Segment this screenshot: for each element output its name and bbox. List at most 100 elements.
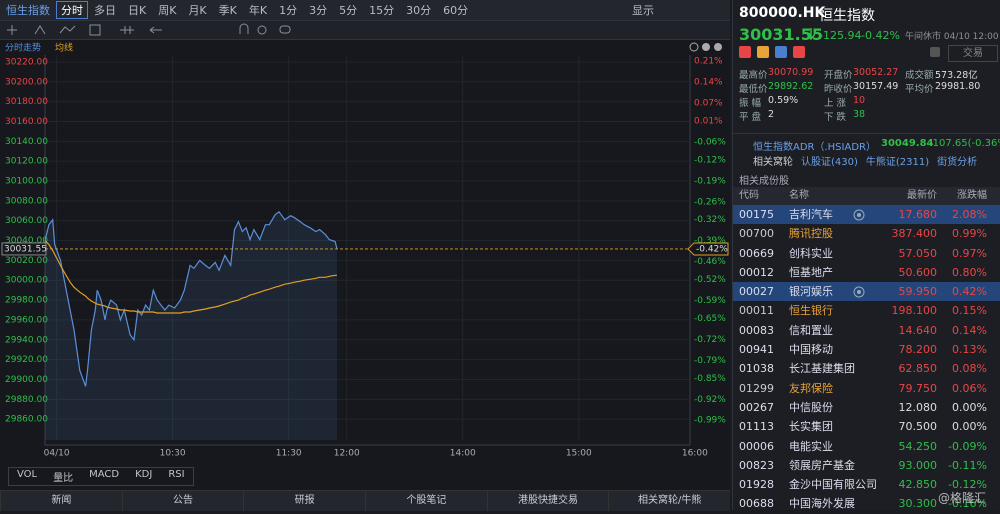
table-row[interactable]: 00823 领展房产基金 93.000 -0.11%: [733, 456, 1000, 475]
table-row[interactable]: 01113 长实集团 70.500 0.00%: [733, 417, 1000, 436]
y-tick-label: 29900.00: [5, 375, 48, 385]
change: 0.00%: [952, 400, 987, 414]
y2-tick-label: -0.52%: [694, 275, 726, 285]
x-tick-label: 10:30: [160, 449, 186, 459]
table-row[interactable]: 01928 金沙中国有限公司 42.850 -0.12%: [733, 475, 1000, 494]
bottom-tab[interactable]: 相关窝轮/牛熊: [608, 491, 730, 511]
change: 0.13%: [952, 343, 987, 357]
header-cell[interactable]: 代码: [739, 190, 759, 201]
stat-label: 成交额: [905, 70, 934, 81]
stat-label: 振 幅: [739, 98, 762, 109]
header-cell[interactable]: 名称: [789, 190, 809, 201]
tool-icons[interactable]: [0, 21, 400, 39]
table-row[interactable]: 01299 友邦保险 79.750 0.06%: [733, 379, 1000, 398]
header-cell[interactable]: 最新价: [907, 190, 937, 201]
warrant-link[interactable]: 牛熊证(2311): [865, 157, 930, 168]
name: 腾讯控股: [789, 227, 833, 241]
x-tick-label: 14:00: [450, 449, 476, 459]
bottom-tab[interactable]: 港股快捷交易: [486, 491, 609, 511]
stat-label: 昨收价: [824, 84, 853, 95]
period-tab[interactable]: 月K: [188, 4, 207, 17]
period-tab[interactable]: 分时: [56, 1, 88, 19]
table-row[interactable]: 00175 吉利汽车 17.680 2.08%: [733, 205, 1000, 225]
chart-controls[interactable]: [689, 42, 722, 52]
indicator-tab[interactable]: RSI: [168, 469, 185, 480]
watch-icon[interactable]: [853, 286, 865, 298]
stat-label: 平 盘: [739, 112, 762, 123]
y-tick-label: 30180.00: [5, 97, 48, 107]
price: 70.500: [898, 420, 938, 434]
bottom-tab[interactable]: 研报: [243, 491, 365, 511]
pct-box: [687, 242, 729, 256]
y2-tick-label: -0.85%: [694, 374, 726, 384]
watch-icon[interactable]: [853, 209, 865, 221]
period-tab[interactable]: 年K: [248, 4, 268, 17]
bottom-tab[interactable]: 个股笔记: [365, 491, 487, 511]
indicator-tab[interactable]: VOL: [17, 469, 38, 480]
table-row[interactable]: 00267 中信股份 12.080 0.00%: [733, 398, 1000, 417]
name: 信和置业: [789, 323, 833, 337]
name: 吉利汽车: [789, 208, 833, 221]
table-row[interactable]: 00669 创科实业 57.050 0.97%: [733, 244, 1000, 263]
trade-button[interactable]: 交易: [948, 45, 998, 62]
period-tab[interactable]: 周K: [158, 4, 177, 17]
period-tab[interactable]: 日K: [128, 4, 147, 17]
indicator-tab[interactable]: 量比: [53, 473, 74, 484]
indicator-tab[interactable]: KDJ: [135, 469, 153, 480]
code: 00027: [739, 285, 774, 299]
indicator-tab[interactable]: MACD: [89, 469, 120, 480]
change: 0.15%: [952, 304, 987, 318]
period-tab[interactable]: 3分: [309, 4, 328, 17]
chart-label: 分时走势: [5, 42, 41, 54]
period-tab[interactable]: 15分: [369, 4, 395, 17]
code: 00267: [739, 400, 774, 414]
period-tab[interactable]: 季K: [218, 4, 237, 17]
period-tab[interactable]: 恒生指数: [6, 4, 50, 17]
price: 62.850: [898, 362, 938, 376]
header-cell[interactable]: 涨跌幅: [957, 190, 987, 201]
stat-value: 29892.62: [768, 81, 814, 92]
y2-tick-label: -0.12%: [694, 155, 726, 165]
period-tab[interactable]: 1分: [279, 4, 298, 17]
table-row[interactable]: 00941 中国移动 78.200 0.13%: [733, 340, 1000, 359]
warrant-link[interactable]: 街货分析: [937, 157, 978, 168]
period-tab[interactable]: 60分: [443, 4, 469, 17]
bottom-tab[interactable]: 新闻: [0, 491, 122, 511]
name: 银河娱乐: [789, 285, 833, 299]
change: 0.00%: [952, 420, 987, 434]
stat-value: 30157.49: [853, 81, 899, 92]
table-row[interactable]: 00006 电能实业 54.250 -0.09%: [733, 437, 1000, 456]
display-menu[interactable]: 显示: [632, 4, 654, 17]
y-tick-label: 29980.00: [5, 296, 48, 306]
code: 00688: [739, 497, 774, 511]
stat-value: 30070.99: [768, 67, 814, 78]
y-tick-label: 29940.00: [5, 335, 48, 345]
table-row[interactable]: 00700 腾讯控股 387.400 0.99%: [733, 224, 1000, 243]
table-row[interactable]: 00011 恒生银行 198.100 0.15%: [733, 301, 1000, 320]
table-row[interactable]: 01038 长江基建集团 62.850 0.08%: [733, 359, 1000, 378]
name: 长江基建集团: [789, 362, 855, 376]
table-row[interactable]: 00083 信和置业 14.640 0.14%: [733, 321, 1000, 340]
bottom-tabs: 新闻 公告 研报 个股笔记 港股快捷交易 相关窝轮/牛熊: [0, 490, 730, 511]
alert-icon[interactable]: [929, 46, 941, 58]
period-tab[interactable]: 5分: [339, 4, 358, 17]
y2-tick-label: -0.19%: [694, 176, 726, 186]
warrant-link[interactable]: 认股证(430): [801, 157, 858, 168]
indicator-tabs: VOL 量比 MACD KDJ RSI: [8, 467, 194, 486]
x-tick-label: 04/10: [44, 449, 70, 459]
period-tab[interactable]: 多日: [94, 4, 116, 17]
name: 领展房产基金: [789, 458, 855, 472]
table-row[interactable]: 00688 中国海外发展 30.300 -0.16%: [733, 494, 1000, 513]
name: 中国海外发展: [789, 497, 855, 511]
warrants: 相关窝轮 认股证(430) 牛熊证(2311) 街货分析: [753, 153, 977, 168]
period-tab[interactable]: 30分: [406, 4, 432, 17]
adr-name[interactable]: 恒生指数ADR（.HSIADR）: [753, 142, 876, 153]
code: 01928: [739, 478, 774, 492]
y-tick-label: 30080.00: [5, 196, 48, 206]
bottom-tab[interactable]: 公告: [121, 491, 244, 511]
quote-name: 恒生指数: [819, 8, 875, 24]
table-row[interactable]: 00027 银河娱乐 59.950 0.42%: [733, 282, 1000, 302]
change: -0.09%: [948, 439, 987, 453]
table-row[interactable]: 00012 恒基地产 50.600 0.80%: [733, 263, 1000, 282]
